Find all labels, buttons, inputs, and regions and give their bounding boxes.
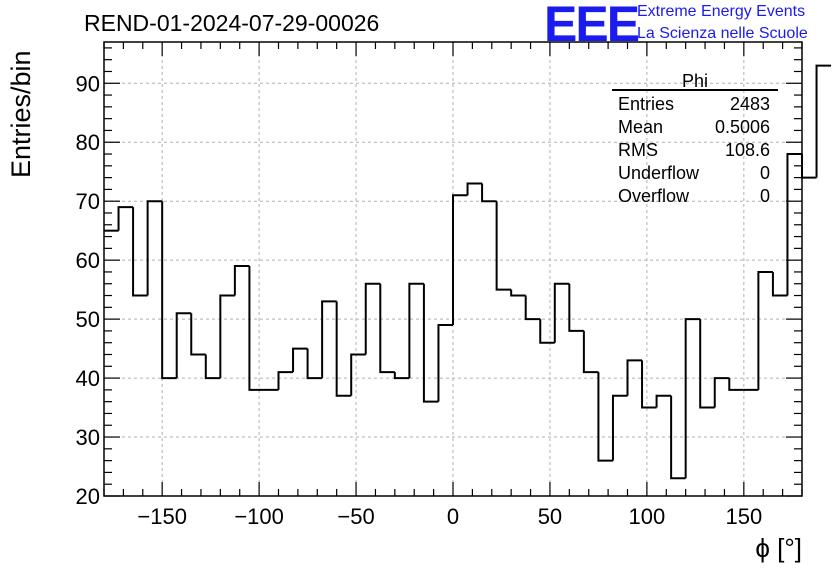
histogram-bin (393, 372, 410, 380)
histogram-bin (757, 270, 773, 390)
histogram-bin (655, 394, 672, 408)
histogram-bin (117, 206, 134, 231)
histogram-bin (597, 372, 613, 462)
histogram-bin (801, 154, 817, 179)
x-tick-label: 50 (538, 504, 562, 529)
stats-value: 2483 (729, 94, 770, 114)
histogram-bin (466, 182, 483, 196)
axes (103, 41, 803, 497)
tick-labels: −150 −100 −50 0 50 100 150 20 30 40 50 60 70 80 90 (76, 71, 763, 529)
histogram-bin (306, 348, 323, 380)
histogram-bin (611, 394, 628, 461)
histogram-bin (684, 318, 701, 479)
histogram-bin (626, 359, 643, 396)
x-tick-label: −150 (137, 504, 187, 529)
logo-line-1: Extreme Energy Events (637, 3, 806, 20)
x-tick-label: 0 (447, 504, 459, 529)
x-tick-label: 100 (629, 504, 666, 529)
stats-key: Mean (618, 117, 664, 137)
histogram-bin (204, 354, 221, 380)
y-axis-label: Entries/bin (6, 50, 36, 178)
y-tick-label: 20 (76, 484, 100, 509)
histogram-bin (699, 319, 715, 409)
stats-key: Underflow (618, 163, 700, 183)
logo-line-2: La Scienza nelle Scuole (637, 25, 808, 42)
histogram-bin (161, 201, 177, 380)
histogram-bin (728, 378, 744, 391)
stats-value: 108.6 (724, 140, 770, 160)
histogram-bin (771, 271, 788, 297)
histogram-bin (481, 183, 497, 203)
histogram-bin (335, 301, 352, 397)
y-tick-label: 80 (76, 130, 100, 155)
histogram-bin (568, 283, 584, 332)
histogram-bin (670, 395, 686, 480)
histogram-bin (175, 312, 192, 379)
histogram-bin (277, 371, 294, 390)
histogram-bin (132, 207, 148, 297)
stats-value: 0 (759, 163, 770, 183)
histogram-bin (190, 313, 206, 356)
histogram-bin (510, 289, 526, 297)
histogram-bin (233, 265, 250, 296)
histogram-bin (452, 194, 468, 326)
stats-key: Entries (618, 94, 675, 114)
y-tick-label: 90 (76, 71, 100, 96)
stats-title: Phi (681, 71, 708, 91)
x-axis-label: ϕ [°] (755, 533, 802, 563)
histogram-bin (582, 330, 599, 374)
histogram-bin (641, 360, 657, 409)
histogram-bin (495, 201, 512, 291)
histogram-bin (364, 282, 381, 355)
histogram-bin (146, 200, 163, 296)
stats-value: 0 (759, 186, 770, 206)
histogram-bin (321, 300, 337, 379)
x-tick-label: 150 (725, 504, 762, 529)
y-tick-label: 40 (76, 366, 100, 391)
histogram-bin (350, 353, 366, 396)
histogram-bin (422, 283, 439, 403)
run-title: REND-01-2024-07-29-00026 (84, 10, 380, 36)
y-tick-label: 50 (76, 307, 100, 332)
stats-key: RMS (618, 140, 658, 160)
stats-value: 0.5006 (714, 117, 770, 137)
stats-key: Overflow (618, 186, 690, 206)
y-tick-label: 30 (76, 425, 100, 450)
x-tick-label: −50 (337, 504, 374, 529)
histogram-bin (815, 64, 832, 178)
y-tick-label: 70 (76, 189, 100, 214)
y-tick-label: 60 (76, 248, 100, 273)
histogram-bin (524, 295, 541, 321)
histogram-bin (713, 377, 730, 408)
histogram-bin (553, 282, 570, 343)
histogram-series (104, 64, 832, 480)
histogram-bin (248, 266, 264, 391)
eee-logo: EEE (544, 0, 640, 52)
histogram-bin (379, 283, 395, 374)
histogram-bin (437, 324, 453, 402)
histogram-bin (539, 319, 555, 344)
histogram-bin (292, 347, 308, 373)
histogram-bin (219, 294, 235, 379)
x-tick-label: −100 (234, 504, 284, 529)
histogram-bin (408, 282, 424, 379)
